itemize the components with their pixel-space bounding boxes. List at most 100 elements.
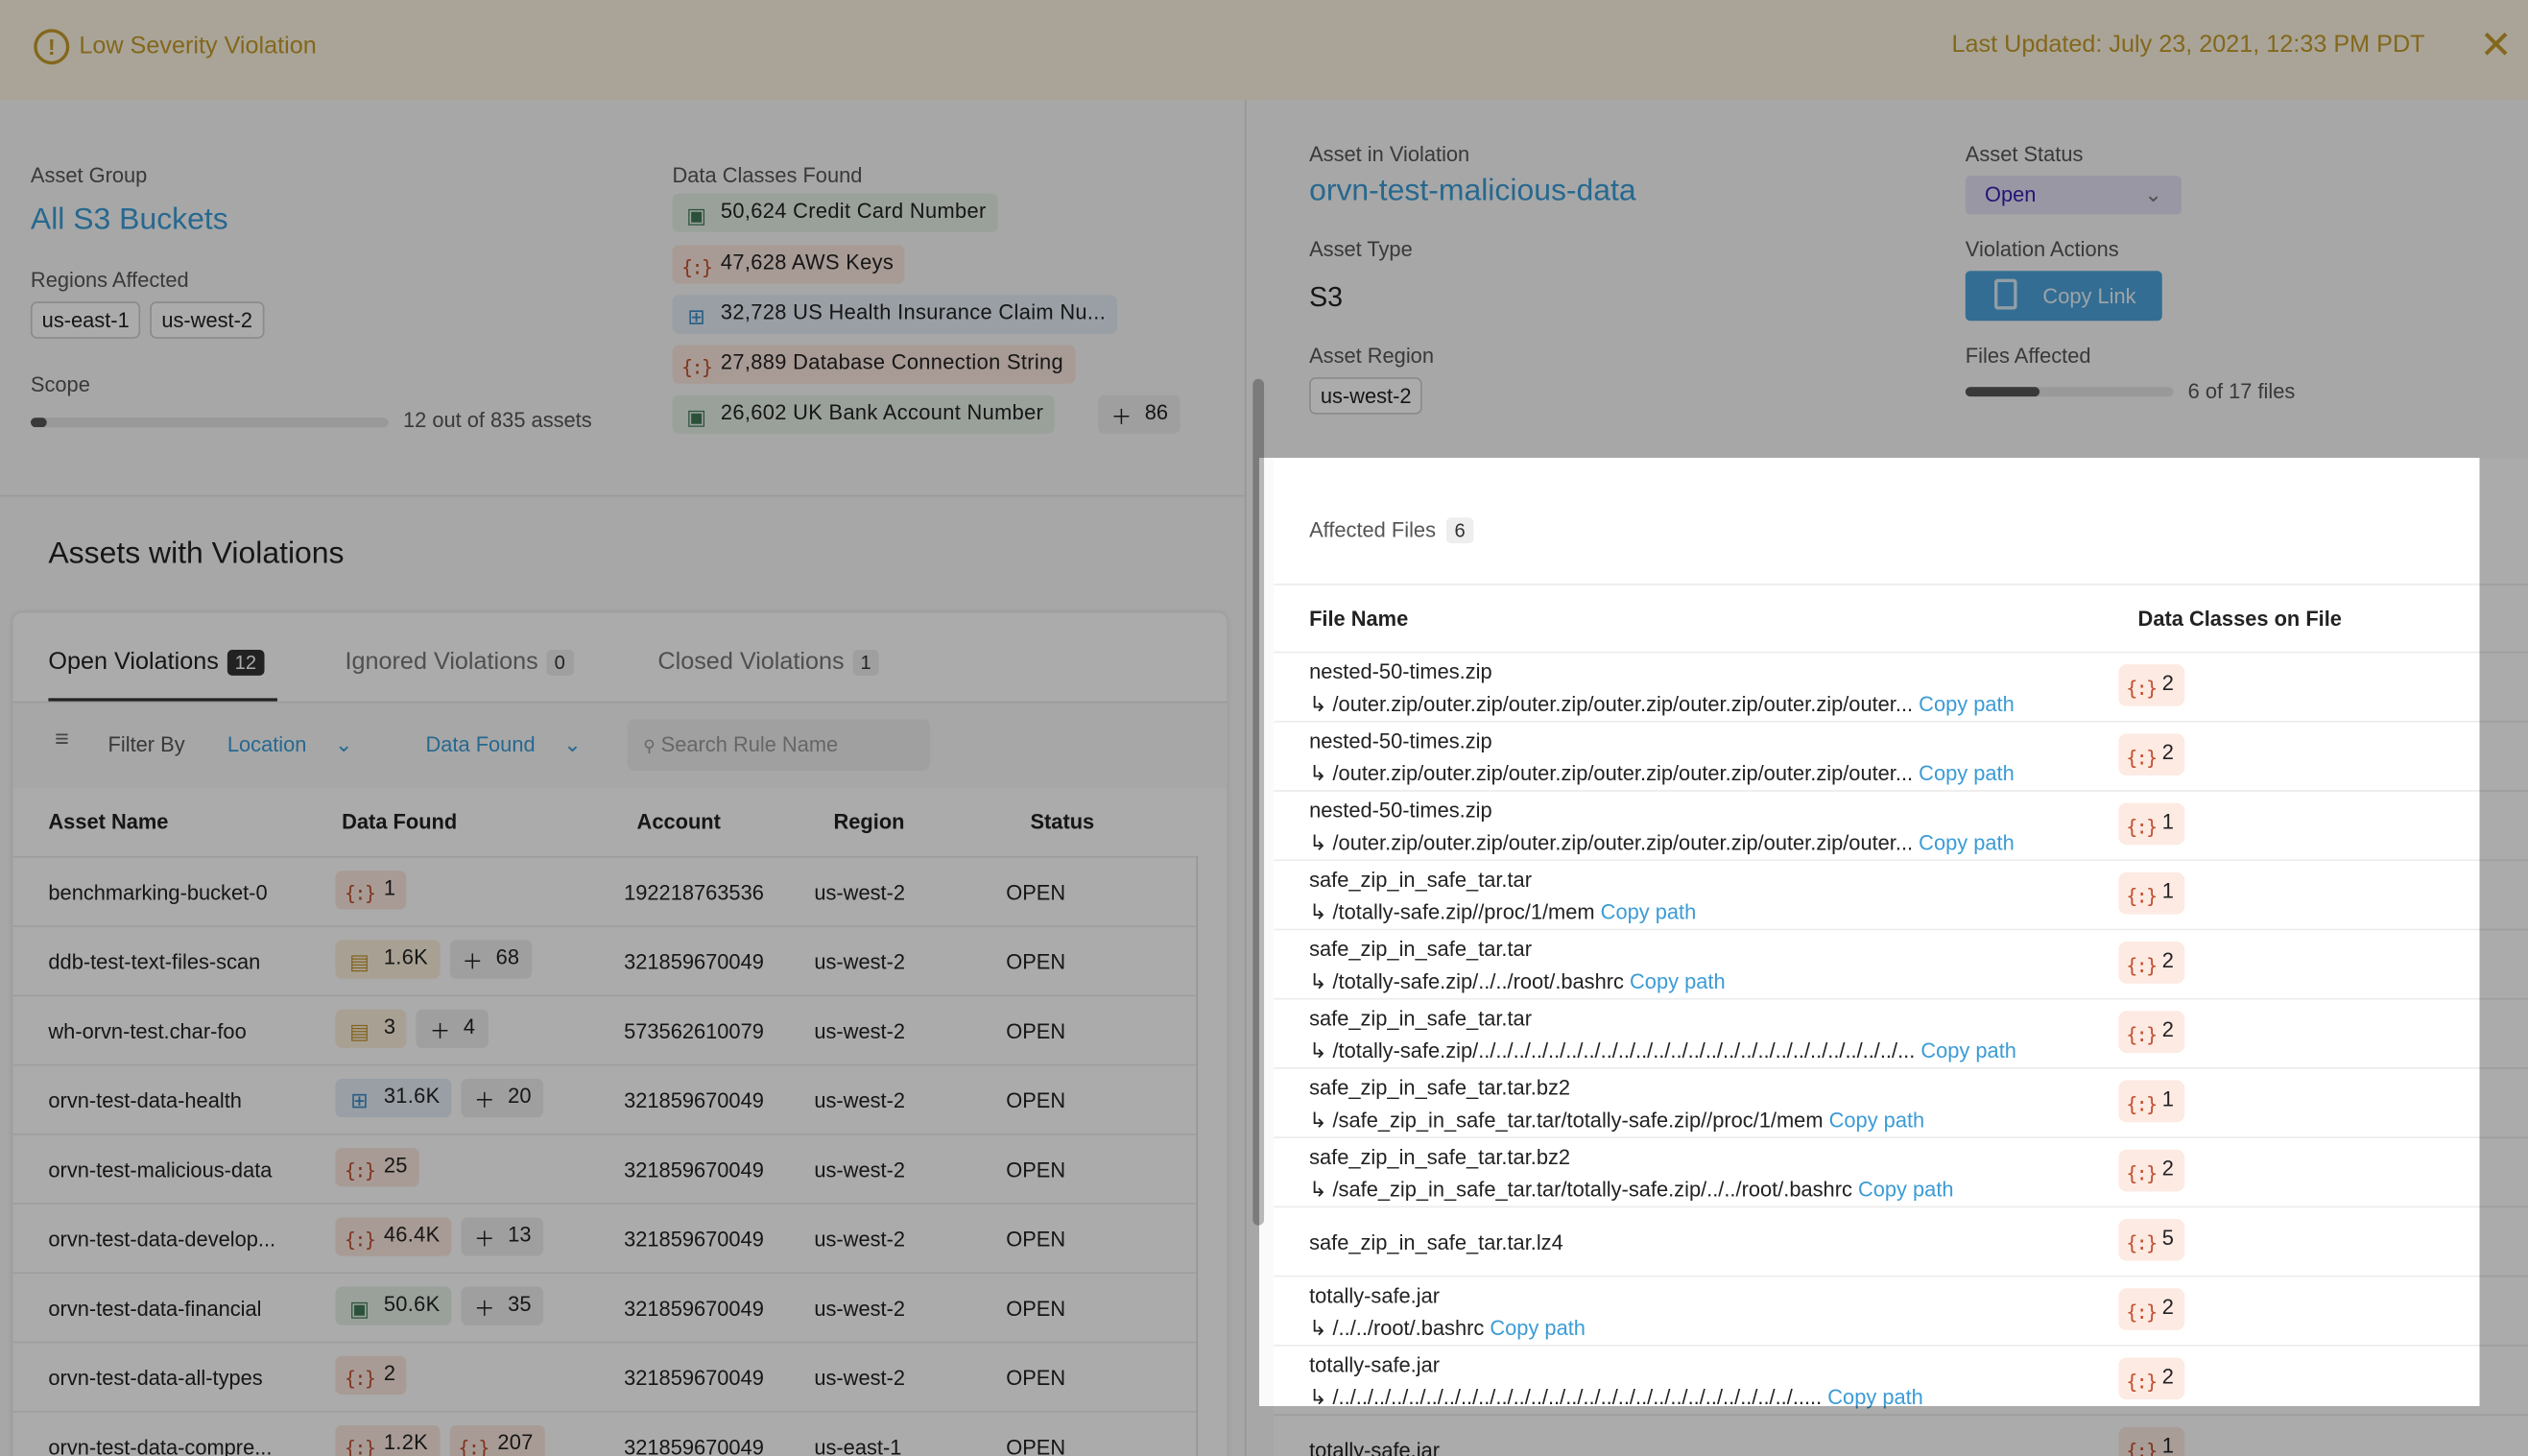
region-chip: us-west-2 (150, 301, 264, 339)
col-region[interactable]: Region (833, 809, 905, 834)
account: 321859670049 (624, 1365, 764, 1391)
copy-path-link[interactable]: Copy path (1827, 1385, 1923, 1410)
file-name: nested-50-times.zip (1309, 798, 1492, 823)
table-row[interactable]: orvn-test-data-health ⊞ 31.6K ＋ 20 32185967… (12, 1063, 1199, 1134)
tab-open-violations[interactable]: Open Violations 12 (48, 648, 265, 676)
table-row[interactable]: wh-orvn-test.char-foo ▤ 3 ＋ 4 573562610079 … (12, 994, 1199, 1063)
affected-files-table: nested-50-times.zip ↳ /outer.zip/outer.z… (1274, 651, 2528, 1456)
braces-icon: {:} (2126, 816, 2158, 839)
more-data-button[interactable]: ＋ 13 (461, 1217, 544, 1256)
data-class-count-badge: {:} 1 (2118, 1080, 2185, 1123)
asset-group-link[interactable]: All S3 Buckets (30, 203, 228, 237)
status: OPEN (1006, 1158, 1066, 1182)
col-asset-name[interactable]: Asset Name (48, 809, 169, 834)
close-icon[interactable]: ✕ (2479, 24, 2513, 68)
col-account[interactable]: Account (636, 809, 721, 834)
active-tab-indicator (48, 698, 277, 702)
plus-icon: ＋ (1110, 404, 1133, 429)
table-row[interactable]: orvn-test-malicious-data {:} 25 321859670… (12, 1133, 1199, 1203)
table-row[interactable]: orvn-test-data-financial ▣ 50.6K ＋ 35 32185… (12, 1272, 1199, 1341)
asset-type: S3 (1309, 281, 1344, 313)
copy-path-link[interactable]: Copy path (1630, 968, 1726, 993)
assets-card: Open Violations 12 Ignored Violations 0 Cl… (12, 612, 1228, 1456)
file-name: totally-safe.jar (1309, 1438, 1441, 1456)
col-status[interactable]: Status (1030, 809, 1095, 834)
data-class-badge: ▣ 26,602 UK Bank Account Number (672, 394, 1055, 434)
col-data-classes: Data Classes on File (2137, 606, 2342, 631)
braces-icon: {:} (681, 255, 713, 278)
asset-name: orvn-test-data-health (48, 1087, 242, 1113)
file-row: totally-safe.jar {:} 1 (1274, 1414, 2528, 1456)
more-data-button[interactable]: ＋ 35 (461, 1286, 544, 1325)
file-name: totally-safe.jar (1309, 1352, 1441, 1377)
region: us-east-1 (814, 1435, 902, 1456)
copy-path-link[interactable]: Copy path (1857, 1177, 1954, 1202)
file-path: /totally-safe.zip//proc/1/mem (1332, 899, 1595, 924)
scope-text: 12 out of 835 assets (402, 408, 592, 433)
regions-label: Regions Affected (30, 267, 189, 293)
copy-path-link[interactable]: Copy path (1919, 760, 2015, 786)
table-scrollbar[interactable] (1196, 856, 1199, 1456)
data-class-badge: {:} 27,889 Database Connection String (672, 345, 1075, 384)
violation-header: ! Low Severity Violation Last Updated: J… (0, 0, 2528, 101)
more-data-button[interactable]: ＋ 20 (461, 1078, 544, 1118)
file-name: safe_zip_in_safe_tar.tar.bz2 (1309, 1075, 1571, 1100)
asset-name: orvn-test-malicious-data (48, 1158, 273, 1182)
table-row[interactable]: benchmarking-bucket-0 {:} 1 192218763536 … (12, 856, 1199, 925)
account: 321859670049 (624, 1296, 764, 1321)
tab-closed-violations[interactable]: Closed Violations 1 (657, 648, 880, 676)
region: us-west-2 (814, 1018, 906, 1043)
asset-link[interactable]: orvn-test-malicious-data (1309, 174, 1636, 208)
copy-path-link[interactable]: Copy path (1490, 1315, 1586, 1340)
chevron-down-icon: ⌄ (2144, 181, 2162, 207)
more-data-classes-button[interactable]: ＋ 86 (1098, 394, 1181, 434)
data-found-filter-dropdown[interactable]: Data Found ⌄ (425, 731, 582, 756)
plus-icon: ＋ (473, 1227, 495, 1252)
asset-status-label: Asset Status (1965, 141, 2084, 167)
file-path: /../../root/.bashrc (1332, 1315, 1485, 1340)
nested-arrow-icon: ↳ (1309, 968, 1327, 993)
account: 321859670049 (624, 1227, 764, 1252)
braces-icon: {:} (2126, 1440, 2158, 1456)
credit-card-icon: ▣ (686, 403, 707, 429)
copy-link-button[interactable]: Copy Link (1965, 271, 2162, 322)
asset-detail-panel: Asset in Violation orvn-test-malicious-d… (1274, 100, 2528, 1456)
file-row: safe_zip_in_safe_tar.tar ↳ /totally-safe… (1274, 997, 2528, 1068)
file-path: /safe_zip_in_safe_tar.tar/totally-safe.z… (1332, 1177, 1852, 1202)
braces-icon: {:} (458, 1435, 489, 1456)
region: us-west-2 (814, 880, 906, 905)
data-class-count-badge: {:} 2 (2118, 664, 2185, 706)
search-rule-input[interactable]: ⚲ Search Rule Name (627, 719, 931, 771)
status: OPEN (1006, 1365, 1066, 1391)
region: us-west-2 (814, 1296, 906, 1321)
copy-path-link[interactable]: Copy path (1919, 830, 2015, 855)
data-classes-label: Data Classes Found (672, 162, 863, 187)
col-data-found[interactable]: Data Found (342, 809, 458, 834)
last-updated: Last Updated: July 23, 2021, 12:33 PM PD… (1951, 30, 2425, 59)
affected-files-section: Affected Files 6 File Name Data Classes … (1274, 458, 2528, 1456)
chevron-down-icon: ⌄ (335, 731, 353, 756)
asset-status-dropdown[interactable]: Open ⌄ (1965, 176, 2182, 215)
copy-path-link[interactable]: Copy path (1919, 691, 2015, 716)
region: us-west-2 (814, 1227, 906, 1252)
status: OPEN (1006, 880, 1066, 905)
more-data-button[interactable]: ＋ 68 (448, 940, 533, 979)
braces-icon: {:} (344, 1366, 376, 1390)
braces-icon: {:} (2126, 1092, 2158, 1116)
copy-path-link[interactable]: Copy path (1920, 1038, 2016, 1063)
account: 192218763536 (624, 880, 764, 905)
copy-path-link[interactable]: Copy path (1600, 899, 1697, 924)
tab-ignored-violations[interactable]: Ignored Violations 0 (345, 648, 574, 676)
table-row[interactable]: orvn-test-data-develop... {:} 46.4K ＋ 13 32… (12, 1203, 1199, 1272)
table-row[interactable]: orvn-test-data-compre... {:} 1.2K {:} 207 3… (12, 1410, 1199, 1456)
file-row: nested-50-times.zip ↳ /outer.zip/outer.z… (1274, 651, 2528, 721)
location-filter-dropdown[interactable]: Location ⌄ (227, 731, 353, 756)
more-data-button[interactable]: ＋ 4 (417, 1009, 489, 1048)
nested-arrow-icon: ↳ (1309, 691, 1327, 716)
table-row[interactable]: orvn-test-data-all-types {:} 2 3218596700… (12, 1341, 1199, 1411)
table-row[interactable]: ddb-test-text-files-scan ▤ 1.6K ＋ 68 321859… (12, 925, 1199, 994)
page-scrollbar-thumb[interactable] (1252, 378, 1265, 1226)
copy-path-link[interactable]: Copy path (1828, 1108, 1925, 1133)
region: us-west-2 (814, 1158, 906, 1182)
status: OPEN (1006, 949, 1066, 974)
